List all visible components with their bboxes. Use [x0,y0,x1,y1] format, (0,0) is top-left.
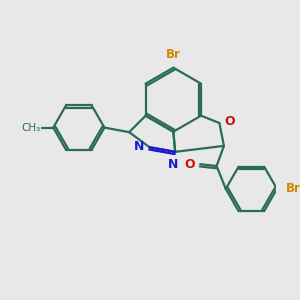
Text: N: N [168,158,178,171]
Text: CH₃: CH₃ [21,123,40,133]
Text: Br: Br [166,48,181,61]
Text: N: N [134,140,144,153]
Text: O: O [184,158,195,171]
Text: O: O [224,115,235,128]
Text: Br: Br [286,182,300,195]
